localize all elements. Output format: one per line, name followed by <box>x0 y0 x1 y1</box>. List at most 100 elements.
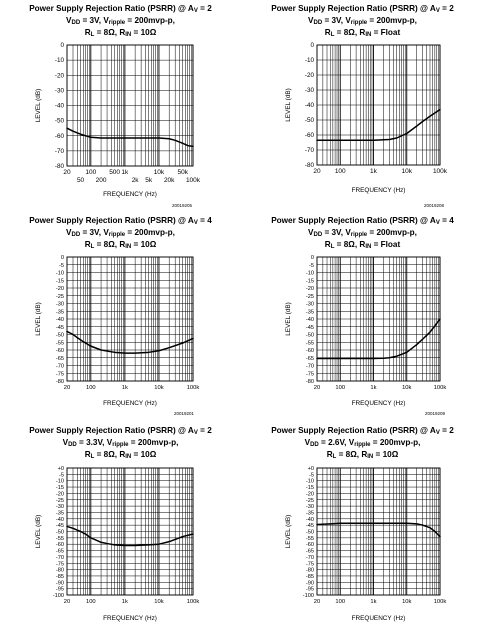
y-tick-label: -10 <box>56 479 64 485</box>
y-tick-label: -25 <box>306 498 314 504</box>
y-tick-label: -80 <box>305 162 315 169</box>
chart-title-line3: RL = 8Ω, RIN = 10Ω <box>326 450 399 460</box>
y-axis-label: LEVEL (dB) <box>285 515 292 549</box>
y-axis-label: LEVEL (dB) <box>285 302 292 336</box>
y-tick-label: -70 <box>306 364 314 370</box>
y-tick-label: -90 <box>306 580 314 586</box>
chart-title-line3: RL = 8Ω, RIN = 10Ω <box>84 28 157 38</box>
y-tick-label: -30 <box>56 504 64 510</box>
chart-title-line1: Power Supply Rejection Ratio (PSRR) @ AV… <box>271 4 454 14</box>
y-tick-label: -40 <box>55 103 65 110</box>
x-tick-label: 100k <box>186 177 201 184</box>
figure-code-3: 20019201 <box>174 411 195 416</box>
y-tick-label: -20 <box>306 286 314 292</box>
chart-title-line1: Power Supply Rejection Ratio (PSRR) @ AV… <box>271 426 454 436</box>
x-tick-label: 100 <box>86 599 96 605</box>
chart-title-4: Power Supply Rejection Ratio (PSRR) @ AV… <box>242 216 483 252</box>
chart-title-line2: VDD = 2.6V, Vripple = 200mvp-p, <box>304 438 421 448</box>
y-tick-label: -65 <box>306 549 314 555</box>
y-tick-label: -70 <box>56 364 64 370</box>
chart-title-5: Power Supply Rejection Ratio (PSRR) @ AV… <box>0 426 241 462</box>
y-tick-label: -45 <box>56 523 64 529</box>
y-tick-label: -5 <box>309 263 314 269</box>
x-tick-label: 1k <box>370 168 378 175</box>
chart-title-2: Power Supply Rejection Ratio (PSRR) @ AV… <box>242 4 483 40</box>
x-tick-label: 100 <box>85 169 96 176</box>
y-axis-label: LEVEL (dB) <box>35 89 42 123</box>
plot-frame <box>66 467 194 596</box>
y-tick-label: -55 <box>306 536 314 542</box>
y-tick-label: -80 <box>56 568 64 574</box>
x-tick-label: 1k <box>122 599 128 605</box>
y-tick-label: -100 <box>303 593 314 599</box>
plot-frame <box>66 44 194 167</box>
y-tick-label: -45 <box>56 325 64 331</box>
x-tick-label: 200 <box>96 177 107 184</box>
y-tick-label: -30 <box>306 302 314 308</box>
y-tick-label: -85 <box>56 574 64 580</box>
y-tick-label: -15 <box>56 278 64 284</box>
x-tick-label: 10k <box>154 599 163 605</box>
y-tick-label: -80 <box>306 568 314 574</box>
y-tick-label: -5 <box>59 263 64 269</box>
y-tick-label: 0 <box>311 255 314 261</box>
y-tick-label: -20 <box>56 286 64 292</box>
x-axis-label: FREQUENCY (Hz) <box>352 187 406 194</box>
x-tick-label: 1k <box>122 385 128 391</box>
y-tick-label: -20 <box>305 72 315 79</box>
y-tick-label: -30 <box>56 302 64 308</box>
y-tick-label: -45 <box>306 523 314 529</box>
y-tick-label: -10 <box>306 479 314 485</box>
y-tick-label: -35 <box>56 510 64 516</box>
x-tick-label: 10k <box>402 385 411 391</box>
psrr-series-line <box>316 318 441 360</box>
y-tick-label: 0 <box>61 255 64 261</box>
y-tick-label: -60 <box>306 348 314 354</box>
chart-title-line3: RL = 8Ω, RIN = 10Ω <box>84 450 157 460</box>
y-tick-label: -80 <box>55 163 65 170</box>
y-tick-label: -50 <box>306 333 314 339</box>
y-tick-label: -60 <box>305 132 315 139</box>
y-tick-label: -60 <box>56 348 64 354</box>
y-tick-label: 0 <box>310 42 314 49</box>
y-axis-label: LEVEL (dB) <box>285 88 292 122</box>
x-axis-label: FREQUENCY (Hz) <box>103 191 157 198</box>
x-tick-label: 100 <box>335 599 345 605</box>
x-tick-label: 100k <box>187 385 200 391</box>
y-tick-label: -60 <box>55 133 65 140</box>
x-tick-label: 100k <box>434 599 447 605</box>
x-tick-label: 20 <box>313 168 321 175</box>
chart-title-1: Power Supply Rejection Ratio (PSRR) @ AV… <box>0 4 241 40</box>
x-tick-label: 100 <box>335 168 346 175</box>
x-tick-label: 100 <box>86 385 96 391</box>
y-tick-label: -10 <box>56 271 64 277</box>
x-tick-label: 20 <box>314 599 320 605</box>
y-tick-label: -20 <box>56 491 64 497</box>
y-tick-label: -80 <box>56 379 64 385</box>
chart-title-line2: VDD = 3V, Vripple = 200mvp-p, <box>66 16 175 26</box>
chart-5: +0-5-10-15-20-25-30-35-40-45-50-55-60-65… <box>35 466 199 622</box>
y-tick-label: -60 <box>56 542 64 548</box>
plot-frame <box>316 467 441 596</box>
y-tick-label: -30 <box>55 87 65 94</box>
y-axis-label: LEVEL (dB) <box>35 515 42 549</box>
y-tick-label: -25 <box>56 498 64 504</box>
y-tick-label: -10 <box>55 57 65 64</box>
y-tick-label: -45 <box>306 325 314 331</box>
figure-code-1: 20019205 <box>172 203 193 208</box>
y-tick-label: -5 <box>309 472 314 478</box>
chart-3: 0 -5 -10-15 -20 -25 -30-35 -40 -45 -50-55 -60 -65 -… <box>35 255 199 407</box>
x-tick-label: 1k <box>370 385 376 391</box>
y-tick-label: -30 <box>306 504 314 510</box>
y-tick-label: -75 <box>306 561 314 567</box>
x-tick-label: 5k <box>145 177 153 184</box>
y-tick-label: -10 <box>305 57 315 64</box>
y-tick-label: 0 <box>60 42 64 49</box>
x-tick-label: 1k <box>121 169 129 176</box>
chart-title-line1: Power Supply Rejection Ratio (PSRR) @ AV… <box>271 216 454 226</box>
y-tick-label: +0 <box>58 466 64 472</box>
y-tick-label: -55 <box>306 340 314 346</box>
y-tick-label: -60 <box>306 542 314 548</box>
psrr-series-line <box>66 127 194 148</box>
y-tick-label: -90 <box>56 580 64 586</box>
